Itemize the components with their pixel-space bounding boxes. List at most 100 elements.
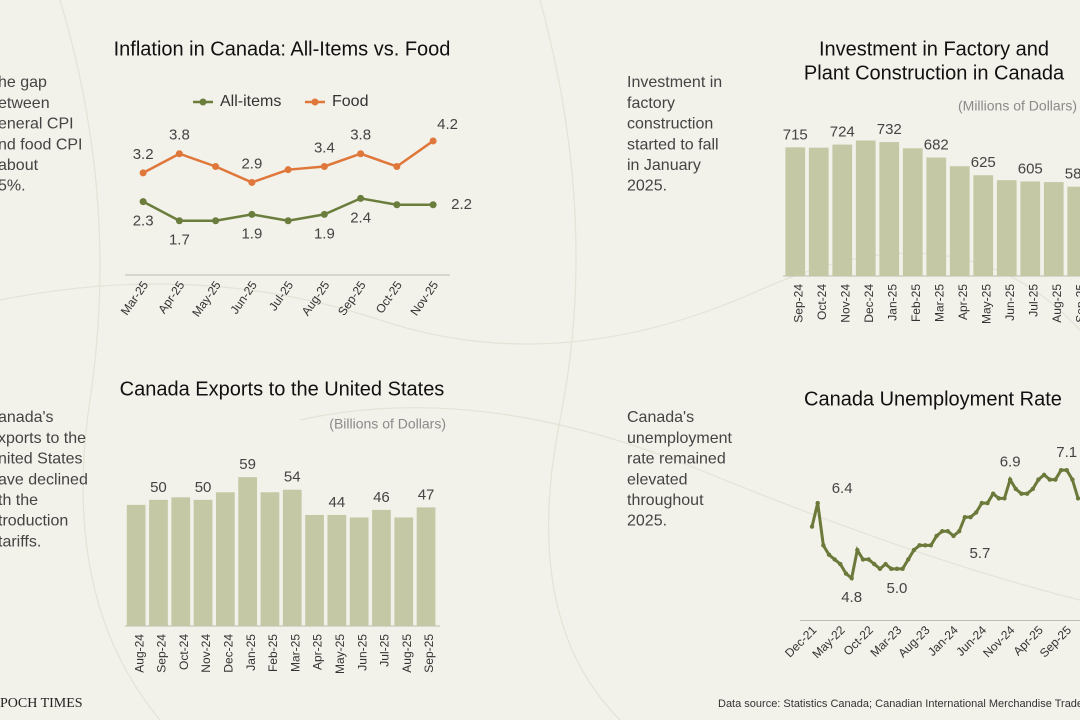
data-point (928, 543, 934, 548)
x-tick-label: Jun-25 (355, 634, 369, 671)
annotation: 2025. (627, 178, 667, 195)
annotation: eneral CPI (0, 116, 74, 133)
data-point (212, 217, 220, 225)
data-point (139, 198, 147, 206)
x-tick-label: Aug-25 (1050, 284, 1064, 323)
data-label: 1.7 (169, 232, 190, 249)
annotation: ave declined (0, 471, 88, 488)
data-label: 3.8 (350, 127, 371, 144)
annotation: elevated (627, 471, 688, 488)
data-label: 2.3 (133, 213, 154, 230)
data-point (945, 529, 951, 534)
data-point (320, 210, 328, 218)
annotation: etween (0, 95, 50, 112)
annotation: construction (627, 116, 713, 133)
data-label: 588 (1065, 166, 1080, 183)
data-point (872, 561, 877, 567)
data-point (940, 529, 945, 534)
x-tick-label: Sep-25 (335, 278, 369, 318)
x-tick-label: Oct-25 (373, 278, 405, 316)
data-point (1075, 496, 1080, 501)
chart: Inflation in Canada: All-Items vs. Food h… (0, 38, 472, 319)
chart: Canada Unemployment Rate Canada's unemploy… (627, 388, 1080, 661)
data-point (889, 566, 894, 572)
data-point (429, 137, 437, 145)
x-tick-label: Jan-25 (244, 634, 258, 671)
data-point (393, 162, 401, 170)
data-point (979, 500, 985, 506)
data-point (1064, 467, 1069, 473)
data-label: 7.1 (1056, 444, 1077, 461)
bar (808, 147, 829, 276)
data-point (956, 529, 962, 534)
data-point (866, 557, 871, 562)
annotation: unemployment (627, 430, 733, 447)
bar (171, 497, 191, 626)
x-tick-label: May-22 (809, 623, 847, 661)
x-tick-label: Feb-25 (909, 284, 923, 322)
bar (855, 140, 876, 276)
chart-subtitle: (Billions of Dollars) (329, 416, 446, 432)
data-point (809, 524, 815, 529)
x-tick-label: Jan-24 (925, 623, 961, 659)
data-point (357, 150, 365, 158)
data-label: 724 (830, 124, 855, 141)
data-point (894, 566, 900, 572)
x-tick-label: Nov-25 (408, 278, 442, 318)
bar (996, 180, 1017, 276)
data-point (821, 543, 826, 548)
data-point (849, 576, 854, 581)
annotation: Canada's (627, 409, 694, 426)
bar (349, 517, 369, 626)
annotation: he gap (0, 74, 47, 91)
data-label: 47 (418, 486, 435, 503)
bar (1020, 181, 1041, 276)
data-label: 2.2 (451, 196, 472, 213)
data-label: 3.4 (314, 139, 335, 156)
chart-title: Canada Exports to the United States (120, 378, 445, 400)
annotation: tariffs. (0, 533, 41, 550)
data-label: 54 (284, 469, 301, 486)
data-point (911, 547, 917, 553)
x-tick-label: Oct-24 (177, 634, 191, 670)
x-tick-label: Sep-24 (791, 284, 805, 323)
bar (305, 514, 324, 626)
data-point (962, 514, 968, 520)
bar (260, 492, 280, 626)
x-tick-label: Jul-25 (378, 634, 392, 667)
data-point (877, 566, 883, 572)
chart-title: Investment in Factory and (819, 38, 1049, 60)
data-point (838, 561, 843, 567)
x-tick-label: Jun-25 (1003, 284, 1017, 321)
data-label: 4.8 (841, 589, 862, 606)
bar (832, 144, 853, 276)
x-tick-label: Mar-25 (288, 634, 302, 672)
bar (902, 148, 923, 276)
data-label: 1.9 (314, 225, 335, 242)
source-note: Data source: Statistics Canada; Canadian… (718, 698, 1080, 710)
bar (215, 492, 235, 626)
data-point (1041, 472, 1047, 478)
annotation: th the (0, 492, 38, 509)
x-tick-label: Apr-25 (956, 284, 970, 320)
data-point (951, 533, 956, 539)
annotation: nd food CPI (0, 136, 83, 153)
data-label: 625 (971, 154, 996, 171)
data-label: 59 (239, 456, 256, 473)
bar (282, 489, 302, 626)
x-tick-label: Aug-24 (132, 634, 146, 673)
bar (785, 147, 806, 276)
x-tick-label: Dec-24 (222, 634, 236, 673)
data-point (1058, 467, 1064, 473)
data-point (139, 169, 147, 177)
data-label: 2.9 (241, 155, 262, 172)
x-tick-label: Apr-25 (311, 634, 325, 670)
bar (926, 157, 947, 276)
annotation: about (0, 157, 39, 174)
data-point (996, 496, 1002, 501)
data-point (906, 557, 911, 562)
chart-title: Plant Construction in Canada (804, 62, 1065, 84)
data-point (815, 500, 820, 506)
data-point (1047, 477, 1052, 482)
x-tick-label: Jan-25 (885, 284, 899, 321)
